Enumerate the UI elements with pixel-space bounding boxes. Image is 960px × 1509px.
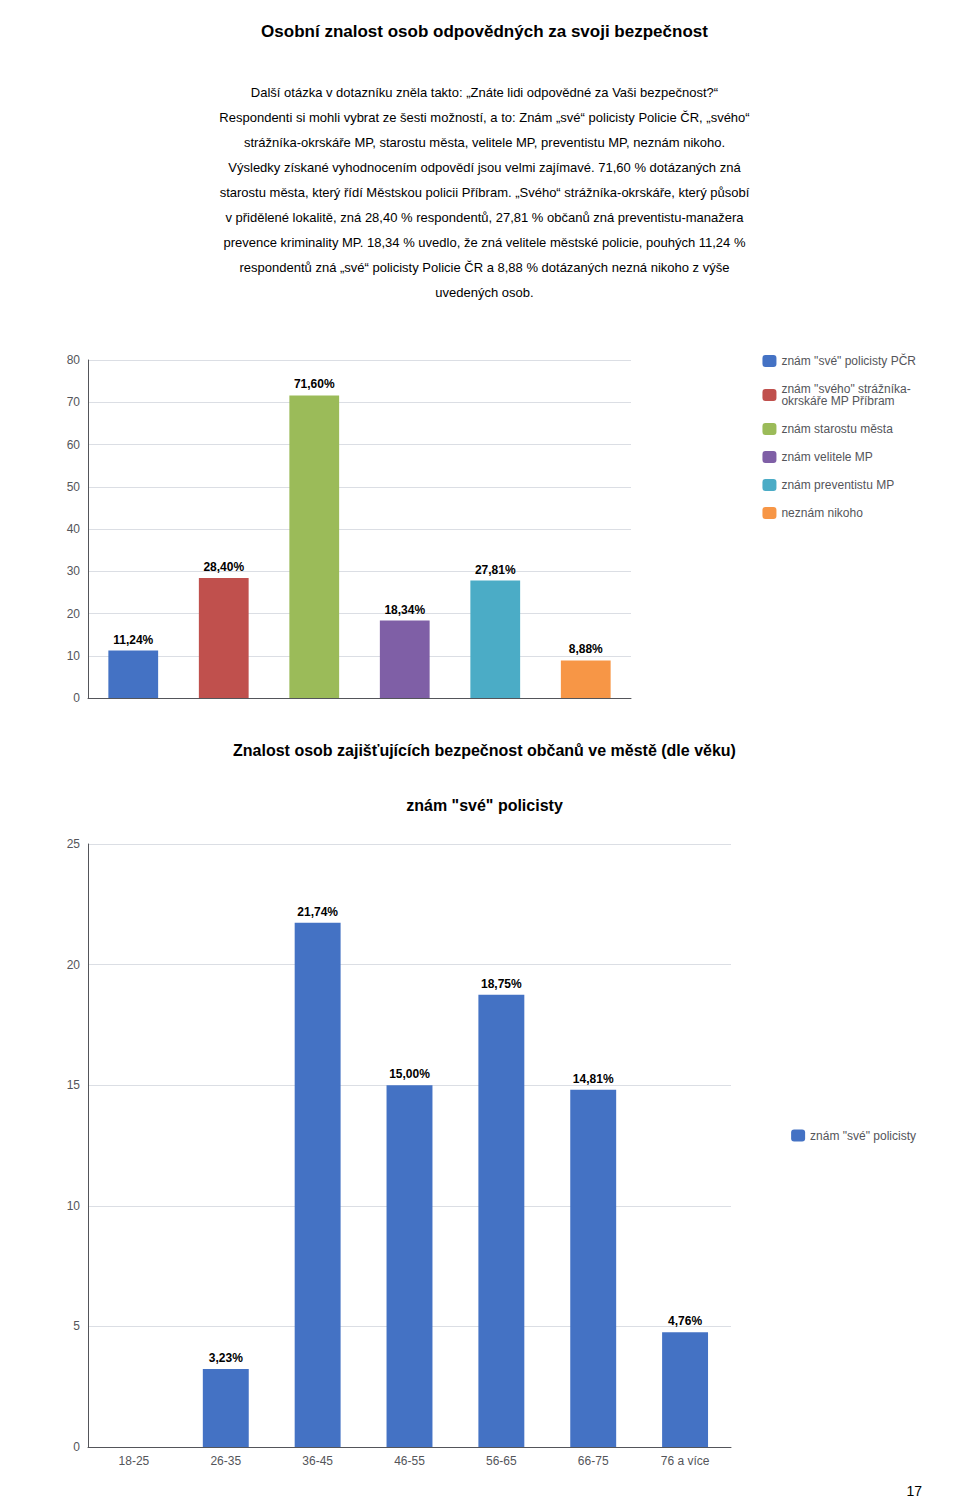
svg-text:10: 10 (67, 649, 81, 663)
html-text:v přidělené lokalitě, zná 28,4: v přidělené lokalitě, zná 28,40 % respon… (225, 210, 744, 225)
svg-text:11,24%: 11,24% (113, 633, 153, 647)
svg-text:27,81%: 27,81% (475, 563, 516, 577)
html-text:Znalost osob zajišťujících bez: Znalost osob zajišťujících bezpečnost ob… (233, 742, 736, 759)
svg-text:20: 20 (67, 607, 81, 621)
svg-text:znám velitele MP: znám velitele MP (781, 450, 872, 464)
svg-text:8,88%: 8,88% (569, 642, 603, 656)
svg-text:20: 20 (67, 958, 81, 972)
svg-text:znám "svého" strážníka-: znám "svého" strážníka- (781, 382, 911, 396)
svg-text:21,74%: 21,74% (297, 905, 338, 919)
svg-text:50: 50 (67, 480, 81, 494)
svg-text:znám "své" policisty: znám "své" policisty (810, 1129, 916, 1143)
html-text:strážníka-okrskáře MP, starost: strážníka-okrskáře MP, starostu města, v… (243, 135, 726, 150)
svg-text:71,60%: 71,60% (294, 377, 335, 391)
svg-text:neznám nikoho: neznám nikoho (781, 506, 863, 520)
svg-text:3,23%: 3,23% (209, 1351, 243, 1365)
svg-text:15: 15 (67, 1078, 81, 1092)
svg-text:30: 30 (67, 564, 81, 578)
svg-text:40: 40 (67, 522, 81, 536)
html-text:Další otázka v dotazníku zněla: Další otázka v dotazníku zněla takto: „Z… (250, 85, 719, 100)
svg-text:25: 25 (67, 837, 81, 851)
svg-text:0: 0 (73, 1440, 80, 1454)
svg-text:18,75%: 18,75% (481, 977, 522, 991)
html-text:respondentů zná „své“ policist: respondentů zná „své“ policisty Policie … (239, 260, 730, 275)
svg-text:5: 5 (73, 1319, 80, 1333)
svg-text:znám "své" policisty PČR: znám "své" policisty PČR (781, 353, 916, 368)
svg-text:46-55: 46-55 (394, 1454, 425, 1468)
svg-text:18-25: 18-25 (119, 1454, 150, 1468)
svg-text:okrskáře MP Příbram: okrskáře MP Příbram (781, 394, 894, 408)
svg-text:znám preventistu MP: znám preventistu MP (781, 478, 894, 492)
svg-text:26-35: 26-35 (210, 1454, 241, 1468)
html-text:17: 17 (906, 1483, 922, 1499)
svg-text:36-45: 36-45 (302, 1454, 333, 1468)
svg-text:0: 0 (73, 691, 80, 705)
svg-text:18,34%: 18,34% (384, 603, 425, 617)
svg-text:znám starostu města: znám starostu města (781, 422, 893, 436)
svg-text:66-75: 66-75 (578, 1454, 609, 1468)
svg-text:10: 10 (67, 1199, 81, 1213)
svg-text:70: 70 (67, 395, 81, 409)
html-text:Osobní znalost osob odpovědnýc: Osobní znalost osob odpovědných za svoji… (261, 22, 708, 41)
svg-text:28,40%: 28,40% (203, 560, 244, 574)
svg-text:56-65: 56-65 (486, 1454, 517, 1468)
html-text:Respondenti si mohli vybrat ze: Respondenti si mohli vybrat ze šesti mož… (219, 110, 750, 125)
svg-text:15,00%: 15,00% (389, 1067, 430, 1081)
html-text:uvedených osob.: uvedených osob. (435, 285, 534, 300)
svg-text:14,81%: 14,81% (573, 1072, 614, 1086)
svg-text:80: 80 (67, 353, 81, 367)
html-text:starostu města, který řídí Měs: starostu města, který řídí Městskou poli… (219, 185, 750, 200)
svg-text:76 a více: 76 a více (661, 1454, 710, 1468)
svg-text:4,76%: 4,76% (668, 1314, 702, 1328)
html-text:Výsledky získané vyhodnocením: Výsledky získané vyhodnocením odpovědí j… (228, 160, 741, 175)
svg-text:znám "své" policisty: znám "své" policisty (406, 797, 563, 814)
html-text:prevence kriminality MP. 18,34: prevence kriminality MP. 18,34 % uvedlo,… (223, 235, 746, 250)
svg-text:60: 60 (67, 438, 81, 452)
